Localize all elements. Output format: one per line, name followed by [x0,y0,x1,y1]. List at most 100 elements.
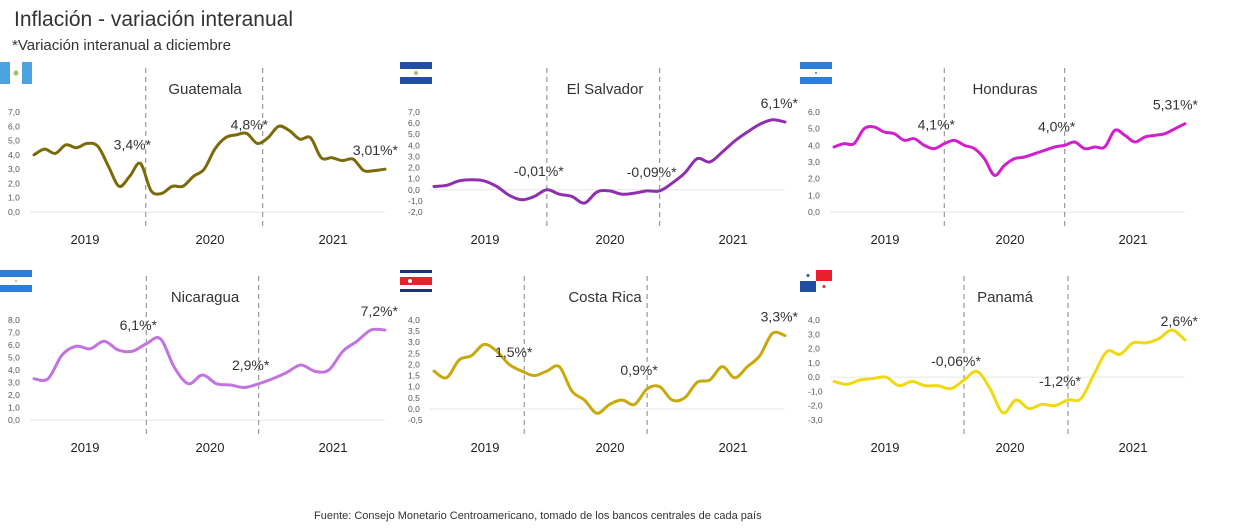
chart-title: Nicaragua [171,289,240,306]
x-tick-label: 2020 [196,440,225,455]
y-tick-label: 2,0 [408,163,420,173]
series-line [832,328,1187,415]
y-tick-label: 5,0 [408,129,420,139]
y-tick-label: 0,0 [408,185,420,195]
y-tick-label: 5,0 [8,353,20,363]
y-tick-label: 2,0 [408,359,420,369]
x-tick-label: 2019 [871,440,900,455]
data-annotation: 7,2%* [361,303,399,319]
data-annotation: 6,1%* [120,317,158,333]
el-salvador-flag-icon [400,62,432,84]
panama-flag-icon [800,270,832,292]
page-title: Inflación - variación interanual [14,8,293,31]
y-tick-label: 4,0 [808,140,820,150]
chart-title: Guatemala [168,81,242,98]
data-annotation: 6,1%* [761,95,799,111]
chart-title: Honduras [972,81,1037,98]
y-tick-label: 1,5 [408,371,420,381]
x-tick-label: 2020 [196,232,225,247]
y-tick-label: 3,0 [808,329,820,339]
series-line [32,327,387,390]
data-annotation: 1,5%* [495,344,533,360]
nicaragua-flag-icon [0,270,32,292]
y-tick-label: 3,0 [408,151,420,161]
data-annotation: 3,4%* [114,136,152,152]
x-tick-label: 2019 [71,440,100,455]
y-tick-label: 3,0 [408,337,420,347]
source-footnote: Fuente: Consejo Monetario Centroamerican… [314,510,762,522]
y-tick-label: 0,0 [808,372,820,382]
series-line [832,122,1187,177]
y-tick-label: 0,5 [408,393,420,403]
series-line [432,118,787,205]
y-tick-label: 2,0 [8,390,20,400]
data-annotation: 4,1%* [918,117,956,133]
y-tick-label: 1,0 [808,190,820,200]
line-chart: Guatemala 0,0 1,0 2,0 3,0 4,0 5,0 6,0 7,0 2019 202… [8,68,399,247]
y-tick-label: 2,0 [8,178,20,188]
y-tick-label: 4,0 [408,315,420,325]
y-tick-label: 7,0 [408,107,420,117]
y-tick-label: -2,0 [408,207,423,217]
line-chart: Panamá -3,0 -2,0 -1,0 0,0 1,0 2,0 3,0 4,0 2019 202… [808,276,1199,455]
y-tick-label: 1,0 [408,382,420,392]
y-tick-label: 7,0 [8,107,20,117]
chart-panel-el-salvador: El Salvador -2,0 -1,0 0,0 1,0 2,0 3,0 4,0 5,0 6,0… [400,62,800,262]
costa-rica-flag-icon [400,270,432,292]
y-tick-label: 4,0 [808,315,820,325]
y-tick-label: 5,0 [8,136,20,146]
y-tick-label: 4,0 [8,150,20,160]
x-tick-label: 2019 [871,232,900,247]
y-tick-label: 3,5 [408,326,420,336]
y-tick-label: 7,0 [8,328,20,338]
chart-panel-honduras: Honduras 0,0 1,0 2,0 3,0 4,0 5,0 6,0 2019 2020 202… [800,62,1200,262]
x-tick-label: 2019 [471,440,500,455]
y-tick-label: 0,0 [808,207,820,217]
x-tick-label: 2020 [996,232,1025,247]
chart-panel-nicaragua: Nicaragua 0,0 1,0 2,0 3,0 4,0 5,0 6,0 7,0 8,0 2019… [0,270,400,470]
data-annotation: 3,3%* [761,309,799,325]
y-tick-label: -0,5 [408,415,423,425]
y-tick-label: 4,0 [408,140,420,150]
x-tick-label: 2021 [1119,440,1148,455]
y-tick-label: 0,0 [8,415,20,425]
line-chart: Honduras 0,0 1,0 2,0 3,0 4,0 5,0 6,0 2019 2020 202… [808,68,1199,247]
x-tick-label: 2021 [1119,232,1148,247]
data-annotation: 3,01%* [353,142,399,158]
y-tick-label: -2,0 [808,401,823,411]
x-tick-label: 2020 [596,232,625,247]
line-chart: Costa Rica -0,50,00,51,01,5 2,02,53,03,54,… [408,276,799,455]
y-tick-label: 3,0 [808,157,820,167]
y-tick-label: 6,0 [808,107,820,117]
y-tick-label: 2,0 [808,344,820,354]
data-annotation: -0,09%* [627,164,677,180]
chart-panel-guatemala: Guatemala 0,0 1,0 2,0 3,0 4,0 5,0 6,0 7,0 2019 202… [0,62,400,262]
y-tick-label: 3,0 [8,164,20,174]
data-annotation: -0,06%* [931,353,981,369]
data-annotation: 4,8%* [231,116,269,132]
chart-title: El Salvador [567,81,644,98]
x-tick-label: 2021 [319,440,348,455]
x-tick-label: 2021 [719,232,748,247]
y-tick-label: -3,0 [808,415,823,425]
line-chart: Nicaragua 0,0 1,0 2,0 3,0 4,0 5,0 6,0 7,0 8,0 2019… [8,276,399,455]
y-tick-label: 0,0 [8,207,20,217]
x-tick-label: 2021 [719,440,748,455]
page-subtitle: *Variación interanual a diciembre [12,37,232,54]
x-tick-label: 2020 [996,440,1025,455]
series-line [432,330,787,415]
chart-title: Panamá [977,289,1034,306]
y-tick-label: 6,0 [408,118,420,128]
data-annotation: 0,9%* [620,362,658,378]
y-tick-label: 6,0 [8,121,20,131]
y-tick-label: 2,5 [408,348,420,358]
data-annotation: 4,0%* [1038,118,1076,134]
x-tick-label: 2020 [596,440,625,455]
y-tick-label: 0,0 [408,404,420,414]
y-tick-label: -1,0 [408,196,423,206]
x-tick-label: 2019 [71,232,100,247]
chart-panel-panama: Panamá -3,0 -2,0 -1,0 0,0 1,0 2,0 3,0 4,0 2019 202… [800,270,1200,470]
y-tick-label: 1,0 [408,174,420,184]
honduras-flag-icon [800,62,832,84]
guatemala-flag-icon [0,62,32,84]
